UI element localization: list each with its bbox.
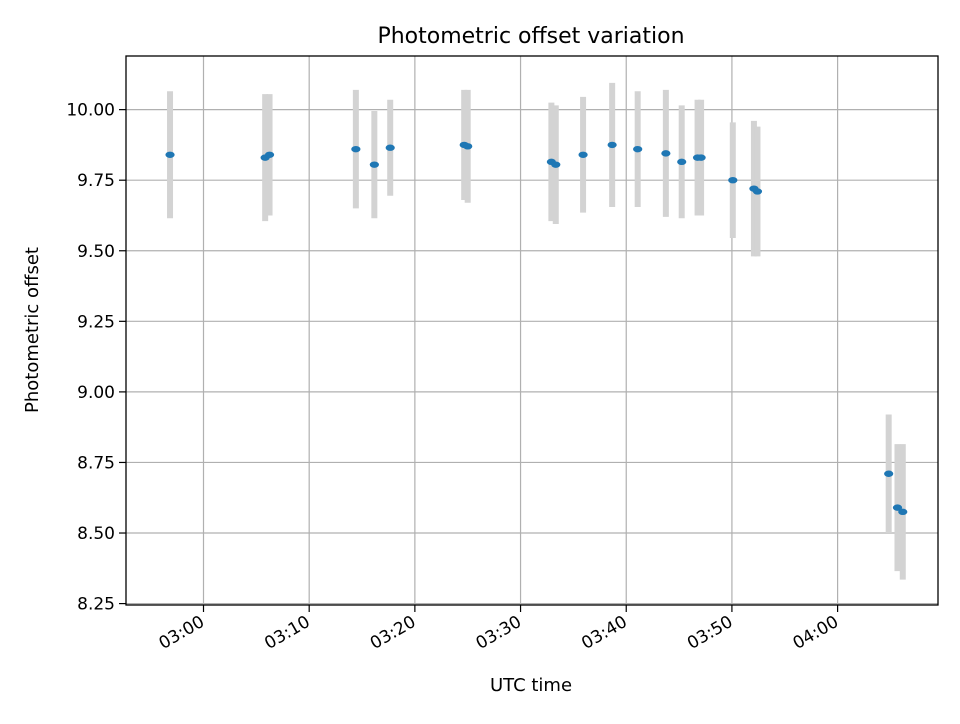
data-point — [661, 150, 671, 157]
data-point — [578, 151, 588, 158]
y-tick-label: 9.25 — [77, 312, 115, 332]
data-point — [892, 504, 903, 511]
y-tick-label: 8.25 — [77, 595, 115, 615]
data-point — [633, 145, 643, 153]
y-tick-label: 8.50 — [77, 524, 115, 544]
data-point — [369, 161, 379, 168]
data-point — [696, 154, 706, 161]
data-point — [898, 508, 908, 516]
plot-area — [126, 56, 938, 605]
data-point — [677, 158, 687, 166]
data-point — [351, 145, 361, 153]
data-point — [165, 151, 175, 158]
y-tick-label: 8.75 — [77, 453, 115, 473]
data-point — [728, 176, 738, 184]
data-point — [385, 144, 395, 151]
y-axis-label: Photometric offset — [22, 247, 43, 413]
plot-frame — [125, 55, 939, 606]
data-point — [884, 470, 894, 477]
x-axis-label: UTC time — [490, 675, 572, 696]
data-point — [463, 143, 473, 150]
data-point — [264, 151, 275, 158]
data-point — [752, 188, 763, 195]
y-tick-label: 9.00 — [77, 383, 115, 403]
data-point — [607, 141, 617, 149]
y-axis-ticks: 8.25 8.50 8.75 9.00 9.25 9.50 9.75 10.00 — [66, 101, 126, 615]
y-tick-label: 9.50 — [77, 242, 115, 262]
data-point — [551, 161, 561, 168]
y-tick-label: 9.75 — [77, 171, 115, 191]
y-tick-label: 10.00 — [66, 101, 115, 121]
data-points — [165, 141, 908, 516]
chart-title: Photometric offset variation — [377, 24, 684, 49]
grid-lines — [126, 56, 938, 605]
